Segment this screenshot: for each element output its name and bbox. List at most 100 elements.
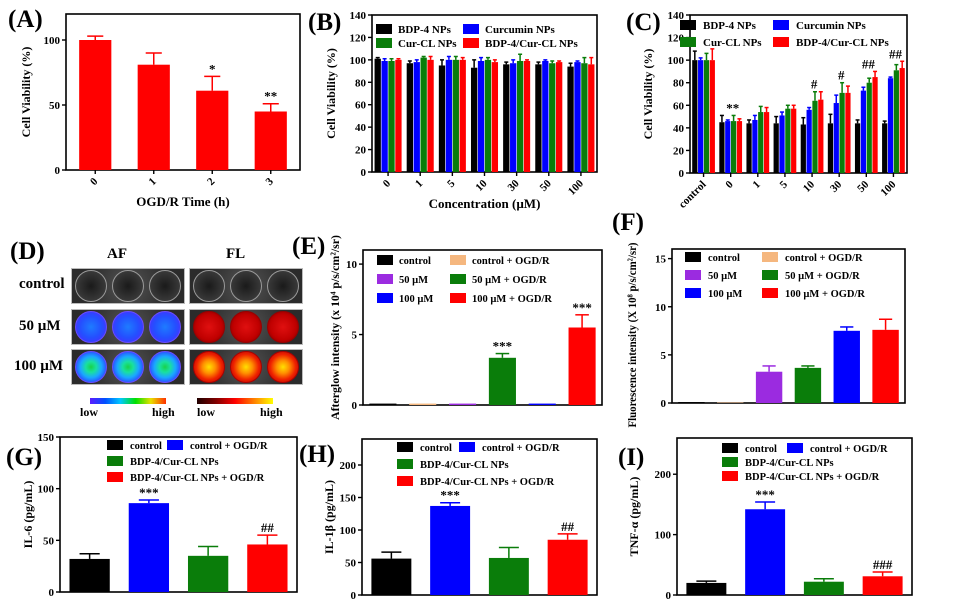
- bar: [803, 581, 844, 595]
- column-label-af: AF: [107, 246, 127, 262]
- legend-label: control + OGD/R: [482, 443, 560, 454]
- bar: [452, 59, 459, 172]
- bar: [388, 60, 395, 172]
- bar: [516, 60, 524, 172]
- legend-label: 100 µM: [708, 289, 742, 300]
- y-tick-label: 200: [340, 460, 357, 472]
- bar: [547, 539, 588, 595]
- bar: [882, 123, 888, 173]
- row-label-control: control: [19, 276, 65, 292]
- bar: [477, 60, 485, 172]
- panel-label: (I): [618, 444, 644, 471]
- panel-label-d: (D): [10, 238, 45, 265]
- y-axis-label: Cell Viability (%): [19, 47, 33, 138]
- y-tick-label: 0: [352, 400, 358, 412]
- bar: [247, 544, 288, 592]
- panel-label: (F): [612, 209, 644, 236]
- legend-swatch: [773, 20, 789, 30]
- legend-swatch: [397, 476, 413, 486]
- plot-frame: [361, 438, 598, 596]
- bar: [866, 82, 872, 173]
- panel-label: (A): [8, 6, 43, 33]
- legend-label: control: [399, 256, 431, 267]
- bar: [791, 108, 797, 173]
- legend-label: control: [708, 253, 740, 264]
- significance-marker: **: [264, 89, 277, 104]
- bar: [686, 582, 727, 595]
- x-tick-label: 100: [566, 177, 587, 198]
- x-tick-label: 100: [878, 178, 899, 199]
- legend-label: control: [420, 443, 452, 454]
- bar: [371, 558, 412, 595]
- legend-swatch: [397, 459, 413, 469]
- bar: [833, 103, 839, 173]
- significance-marker: #: [838, 68, 845, 83]
- y-tick-label: 150: [340, 493, 357, 505]
- bar: [800, 124, 806, 173]
- y-tick-label: 0: [661, 398, 667, 410]
- legend-swatch: [685, 252, 701, 262]
- image-af-100um: [71, 349, 185, 385]
- panel-label: (B): [308, 9, 341, 36]
- y-tick-label: 5: [661, 350, 667, 362]
- legend-label: BDP-4 NPs: [703, 20, 757, 32]
- y-tick-label: 15: [655, 254, 667, 266]
- y-tick-label: 40: [673, 123, 685, 135]
- bar: [763, 112, 770, 173]
- bar: [845, 92, 851, 173]
- bar: [528, 403, 556, 405]
- bar: [794, 367, 822, 403]
- x-tick-label: 1: [413, 178, 425, 190]
- legend-swatch: [680, 37, 696, 47]
- bar: [535, 64, 542, 172]
- y-tick-label: 100: [668, 55, 685, 67]
- y-tick-label: 0: [666, 590, 672, 602]
- y-axis-label: Afterglow intensity (x 10⁴ p/s/cm²/sr): [328, 235, 342, 420]
- legend-label: control + OGD/R: [190, 441, 268, 452]
- y-tick-label: 5: [352, 330, 358, 342]
- bar: [725, 121, 731, 173]
- legend-swatch: [463, 38, 479, 48]
- y-tick-label: 0: [55, 165, 61, 177]
- colorbar-af-low: low: [80, 405, 98, 419]
- panel-label: (H): [299, 441, 335, 468]
- plot-frame: [65, 13, 301, 171]
- plot-frame: [676, 437, 913, 596]
- x-tick-label: 5: [778, 178, 791, 191]
- x-tick-label: 50: [538, 177, 555, 194]
- legend-swatch: [762, 270, 778, 280]
- bar: [491, 62, 499, 172]
- x-axis-label: Concentration (µM): [429, 196, 541, 211]
- x-tick-label: 3: [263, 175, 276, 188]
- y-tick-label: 100: [38, 484, 55, 496]
- colorbar-fl-low: low: [197, 405, 215, 419]
- legend-swatch: [377, 293, 393, 303]
- bar: [746, 123, 752, 173]
- legend-label: control: [130, 441, 162, 452]
- legend-swatch: [377, 255, 393, 265]
- legend-label: Curcumin NPs: [485, 24, 555, 36]
- x-tick-label: 1: [751, 179, 763, 191]
- colorbar-fl-high: high: [260, 405, 283, 419]
- column-label-fl: FL: [226, 246, 246, 262]
- bar: [470, 67, 478, 172]
- significance-marker: #: [811, 77, 818, 92]
- bar: [254, 111, 287, 170]
- x-tick-label: 0: [381, 177, 394, 190]
- bar: [395, 59, 402, 172]
- legend-swatch: [459, 442, 475, 452]
- bar: [523, 60, 531, 172]
- y-tick-label: 50: [49, 100, 61, 112]
- x-tick-label: 30: [828, 178, 845, 195]
- bar: [692, 60, 698, 174]
- plot-frame: [362, 249, 603, 406]
- legend-label: 50 µM + OGD/R: [785, 271, 860, 282]
- bar: [588, 64, 595, 172]
- legend-swatch: [377, 274, 393, 284]
- y-tick-label: 20: [673, 145, 685, 157]
- bar: [409, 403, 437, 405]
- bar: [79, 40, 112, 170]
- bar: [449, 403, 477, 405]
- significance-marker: ###: [873, 557, 893, 572]
- bar: [438, 65, 446, 172]
